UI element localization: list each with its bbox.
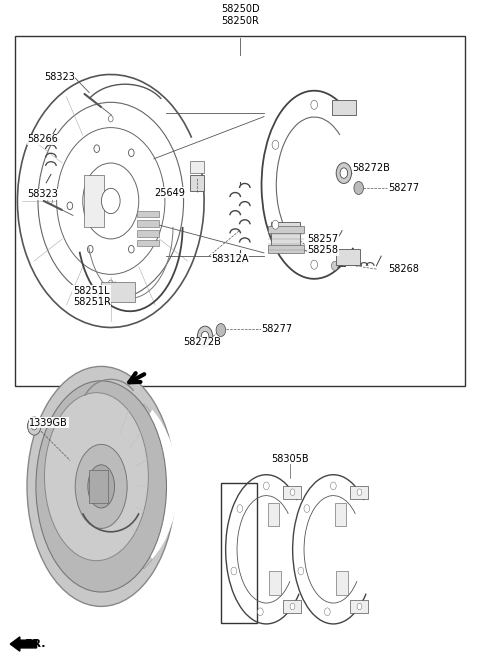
- Circle shape: [311, 260, 318, 270]
- Text: 58268: 58268: [388, 264, 419, 274]
- Bar: [89, 470, 108, 503]
- Text: 58305B: 58305B: [272, 453, 309, 463]
- Circle shape: [354, 181, 363, 194]
- Circle shape: [330, 482, 336, 490]
- Bar: [137, 220, 158, 227]
- Bar: [350, 600, 368, 613]
- Circle shape: [101, 188, 120, 214]
- Bar: [269, 571, 281, 595]
- Bar: [335, 503, 346, 526]
- Wedge shape: [101, 404, 175, 569]
- Circle shape: [257, 608, 263, 616]
- Bar: [84, 175, 104, 227]
- Circle shape: [272, 140, 279, 150]
- Text: 58257
58258: 58257 58258: [307, 234, 338, 255]
- Bar: [268, 225, 304, 233]
- Text: 58272B: 58272B: [183, 337, 221, 347]
- Bar: [101, 282, 135, 302]
- Bar: [271, 221, 300, 246]
- Ellipse shape: [27, 366, 175, 606]
- Circle shape: [48, 198, 52, 204]
- Text: 25649: 25649: [154, 188, 185, 198]
- Text: 58277: 58277: [262, 324, 293, 333]
- Circle shape: [290, 603, 295, 610]
- Text: FR.: FR.: [24, 639, 45, 649]
- Circle shape: [31, 422, 37, 430]
- Circle shape: [67, 202, 72, 210]
- Circle shape: [201, 331, 209, 342]
- Text: 58272B: 58272B: [352, 163, 390, 173]
- Circle shape: [27, 417, 41, 435]
- Bar: [137, 211, 158, 217]
- Circle shape: [216, 324, 226, 337]
- Ellipse shape: [36, 381, 167, 592]
- Text: 58312A: 58312A: [211, 254, 249, 264]
- Ellipse shape: [45, 393, 148, 561]
- Circle shape: [231, 567, 237, 575]
- FancyArrow shape: [10, 637, 36, 651]
- Ellipse shape: [75, 444, 127, 529]
- Circle shape: [129, 149, 134, 157]
- Circle shape: [197, 326, 213, 347]
- Circle shape: [264, 482, 269, 490]
- Text: 1339GB: 1339GB: [29, 418, 68, 428]
- Bar: [333, 100, 356, 115]
- Circle shape: [108, 280, 113, 287]
- Circle shape: [237, 505, 243, 513]
- Bar: [190, 175, 204, 191]
- Bar: [137, 230, 158, 237]
- Text: 58250D
58250R: 58250D 58250R: [221, 4, 259, 26]
- Text: 58251L
58251R: 58251L 58251R: [72, 285, 110, 307]
- Bar: [268, 245, 304, 253]
- Circle shape: [129, 245, 134, 253]
- Bar: [283, 600, 301, 613]
- Circle shape: [272, 220, 279, 229]
- Circle shape: [311, 100, 318, 109]
- Circle shape: [304, 505, 310, 513]
- Bar: [267, 503, 279, 526]
- Circle shape: [108, 115, 113, 122]
- Wedge shape: [106, 410, 178, 559]
- Circle shape: [357, 489, 362, 496]
- Bar: [336, 249, 360, 265]
- Text: 58277: 58277: [388, 183, 420, 193]
- Circle shape: [331, 262, 338, 270]
- Text: 58266: 58266: [27, 134, 58, 144]
- Circle shape: [336, 163, 351, 183]
- Circle shape: [290, 489, 295, 496]
- Bar: [15, 36, 465, 386]
- Bar: [350, 486, 368, 499]
- Bar: [137, 240, 158, 246]
- Bar: [190, 161, 204, 173]
- Text: 58323: 58323: [44, 72, 75, 82]
- Text: 58323: 58323: [27, 190, 58, 200]
- Circle shape: [94, 145, 99, 152]
- Circle shape: [87, 245, 93, 253]
- Circle shape: [340, 168, 348, 179]
- Bar: [283, 486, 301, 499]
- Circle shape: [324, 608, 330, 616]
- Bar: [221, 483, 257, 623]
- Ellipse shape: [88, 465, 115, 508]
- Circle shape: [298, 567, 304, 575]
- Circle shape: [357, 603, 362, 610]
- Bar: [336, 571, 348, 595]
